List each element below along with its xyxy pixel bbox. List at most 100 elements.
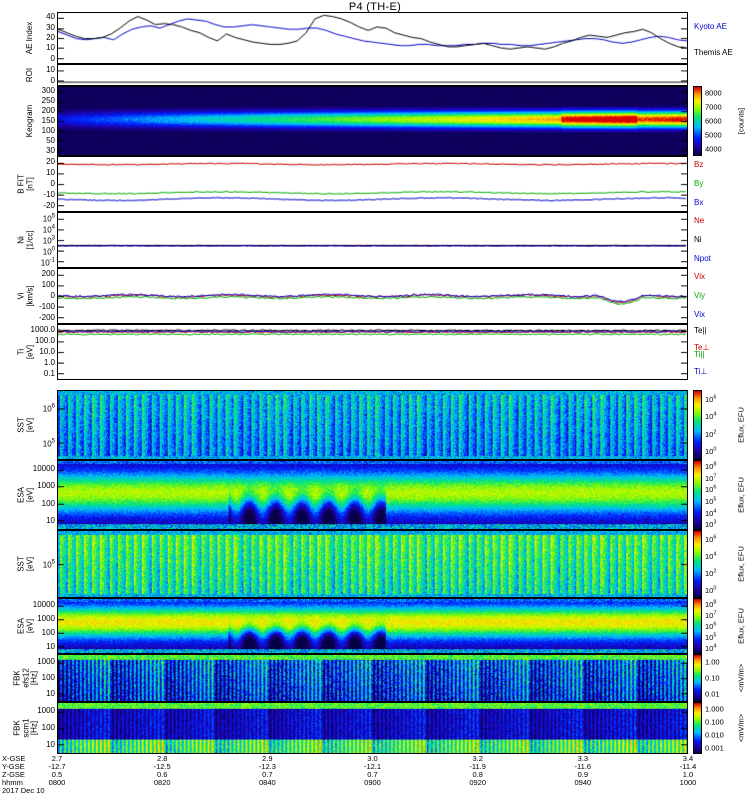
xaxis-tick-value: 2.9 bbox=[262, 754, 273, 763]
sst-electron-panel-colorbar bbox=[693, 390, 702, 460]
ti-panel-ytick: 10.0 bbox=[39, 347, 55, 356]
fbk-b-panel-canvas bbox=[58, 703, 687, 753]
esa-ion-panel-colorbar bbox=[693, 598, 702, 654]
xaxis-tick-value: 0.7 bbox=[367, 770, 378, 779]
keogram-panel-ytick: 300 bbox=[41, 86, 55, 95]
xaxis-tick-value: 3.3 bbox=[577, 754, 589, 763]
keogram-panel-colorbar bbox=[693, 86, 702, 156]
xaxis-tick-value: 0820 bbox=[153, 778, 171, 787]
esa-electron-panel-ytick: 100 bbox=[41, 498, 55, 508]
sst-electron-panel-ytick: 106 bbox=[42, 403, 55, 413]
ti-panel-legend-item: Te|| bbox=[694, 325, 707, 335]
page-title: P4 (TH-E) bbox=[348, 1, 402, 13]
vi-panel-ytick: -200 bbox=[38, 313, 55, 323]
ti-panel-ytick: 0.1 bbox=[43, 369, 55, 379]
esa-ion-panel-colorbar-canvas bbox=[694, 599, 701, 653]
roi-panel-ytick: 10 bbox=[46, 64, 55, 74]
xaxis-tick-value: -12.7 bbox=[48, 762, 66, 771]
fbk-b-panel-ytick: 1000 bbox=[37, 705, 55, 715]
ae-index-panel-ytick: 20 bbox=[46, 33, 55, 42]
ni-panel-legend-item: Ni bbox=[694, 235, 702, 244]
esa-ion-panel-ytick: 1000 bbox=[37, 614, 55, 623]
b-fit-panel bbox=[57, 156, 688, 212]
sst-ion-panel-canvas bbox=[58, 531, 687, 597]
sst-ion-panel-ylabel: SST [eV] bbox=[16, 556, 35, 572]
ae-index-panel-ytick: 10 bbox=[46, 43, 55, 53]
sst-electron-panel-colorbar-tick: 102 bbox=[705, 429, 717, 439]
xaxis-tick-value: 2.7 bbox=[51, 754, 63, 763]
esa-electron-panel-ytick: 1000 bbox=[37, 481, 55, 491]
keogram-panel-ytick: 30 bbox=[46, 146, 55, 155]
esa-ion-panel-colorbar-tick: 108 bbox=[705, 599, 717, 609]
fbk-e-panel bbox=[57, 654, 688, 702]
esa-ion-panel-ylabel: ESA [eV] bbox=[16, 617, 35, 635]
fbk-e-panel-colorbar-canvas bbox=[694, 655, 701, 701]
roi-panel-canvas bbox=[58, 65, 687, 85]
xaxis-tick-value: 3.2 bbox=[472, 754, 483, 763]
b-fit-panel-ytick: -10 bbox=[43, 190, 55, 200]
esa-electron-panel-ytick: 10 bbox=[46, 516, 55, 526]
xaxis-tick-value: 0.6 bbox=[156, 770, 168, 779]
esa-ion-panel-ytick: 10000 bbox=[32, 600, 55, 609]
fbk-b-panel bbox=[57, 702, 688, 754]
xaxis-tick-value: 3.0 bbox=[367, 754, 378, 763]
xaxis-tick-value: -11.9 bbox=[469, 762, 486, 771]
b-fit-panel-ytick: -20 bbox=[43, 201, 55, 211]
esa-ion-panel-canvas bbox=[58, 599, 687, 653]
vi-panel-ytick: 100 bbox=[41, 279, 55, 289]
keogram-panel-colorbar-tick: 6000 bbox=[705, 116, 722, 126]
xaxis-tick-value: 3.4 bbox=[682, 754, 694, 763]
keogram-panel-ytick: 200 bbox=[41, 106, 55, 115]
fbk-b-panel-colorbar-canvas bbox=[694, 703, 701, 753]
fbk-e-panel-colorbar bbox=[693, 654, 702, 702]
sst-electron-panel-colorbar-title: Eflux, EFU bbox=[736, 407, 746, 443]
fbk-e-panel-colorbar-tick: 1.00 bbox=[705, 657, 720, 667]
xaxis-row-label: Z-GSE bbox=[2, 770, 25, 779]
vi-panel-legend-item: Vix bbox=[694, 310, 705, 320]
b-fit-panel-ylabel: B FIT [nT] bbox=[16, 174, 35, 194]
fbk-e-panel-ytick: 1000 bbox=[37, 657, 55, 666]
ti-panel-legend-item: Te⊥ bbox=[694, 342, 710, 352]
ti-panel-ytick: 1000.0 bbox=[30, 324, 55, 334]
xaxis-tick-value: 0840 bbox=[258, 778, 276, 787]
ti-panel-ylabel: Ti [eV] bbox=[16, 344, 35, 360]
sst-electron-panel-colorbar-canvas bbox=[694, 391, 701, 459]
xaxis-tick-value: 2.8 bbox=[156, 754, 168, 763]
sst-electron-panel-colorbar-tick: 104 bbox=[705, 411, 717, 422]
sst-ion-panel-colorbar bbox=[693, 530, 702, 598]
ni-panel-canvas bbox=[58, 213, 687, 267]
fbk-b-panel-ytick: 100 bbox=[41, 723, 55, 732]
esa-electron-panel-colorbar bbox=[693, 460, 702, 530]
fbk-e-panel-ytick: 100 bbox=[41, 673, 55, 682]
ni-panel-ylabel: Ni [1/cc] bbox=[16, 230, 35, 250]
roi-panel bbox=[57, 64, 688, 86]
ni-panel-legend-item: Ne bbox=[694, 215, 705, 225]
esa-electron-panel-colorbar-canvas bbox=[694, 461, 701, 529]
sst-ion-panel-ytick: 105 bbox=[42, 559, 55, 570]
keogram-panel-ytick: 150 bbox=[41, 116, 55, 125]
sst-ion-panel-colorbar-tick: 100 bbox=[705, 585, 717, 595]
sst-ion-panel bbox=[57, 530, 688, 598]
ni-panel bbox=[57, 212, 688, 268]
sst-electron-panel-colorbar-tick: 100 bbox=[705, 446, 717, 457]
esa-ion-panel-colorbar-title: Eflux, EFU bbox=[736, 608, 746, 644]
keogram-panel bbox=[57, 86, 688, 156]
b-fit-panel-canvas bbox=[58, 157, 687, 211]
sst-ion-panel-colorbar-tick: 104 bbox=[705, 551, 717, 561]
esa-ion-panel bbox=[57, 598, 688, 654]
vi-panel-ytick: 200 bbox=[41, 268, 55, 278]
sst-ion-panel-colorbar-canvas bbox=[694, 531, 701, 597]
ti-panel-ytick: 1.0 bbox=[43, 358, 55, 368]
b-fit-panel-ytick: 20 bbox=[46, 156, 55, 166]
b-fit-panel-ytick: 10 bbox=[46, 167, 55, 177]
sst-electron-panel-ytick: 105 bbox=[42, 438, 55, 448]
sst-electron-panel-canvas bbox=[58, 391, 687, 459]
fbk-b-panel-colorbar bbox=[693, 702, 702, 754]
fbk-b-panel-colorbar-tick: 0.001 bbox=[705, 742, 724, 752]
esa-electron-panel-canvas bbox=[58, 461, 687, 529]
xaxis-tick-value: 0.9 bbox=[577, 770, 589, 779]
esa-ion-panel-colorbar-tick: 104 bbox=[705, 643, 717, 654]
fbk-b-panel-colorbar-tick: 0.010 bbox=[705, 729, 724, 739]
xaxis-tick-value: 0.7 bbox=[262, 770, 273, 779]
keogram-panel-colorbar-tick: 5000 bbox=[705, 130, 722, 140]
